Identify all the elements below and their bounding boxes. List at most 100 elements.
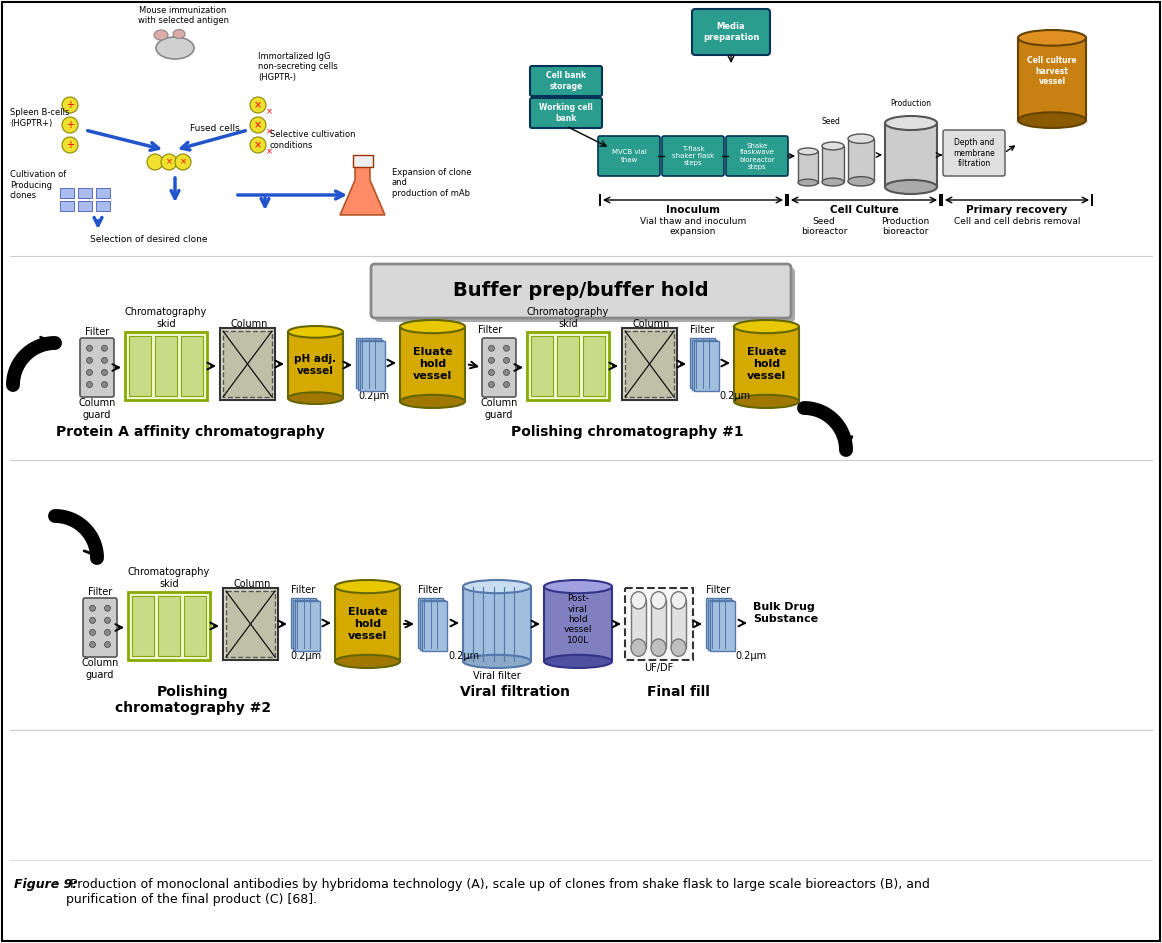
- Circle shape: [105, 641, 110, 648]
- Bar: [400, 326, 465, 402]
- Text: +: +: [66, 120, 74, 130]
- Text: Cell culture
harvest
vessel: Cell culture harvest vessel: [1027, 57, 1077, 86]
- Circle shape: [89, 605, 95, 611]
- Ellipse shape: [1018, 112, 1086, 128]
- Bar: [822, 146, 844, 182]
- Bar: [531, 336, 553, 396]
- Circle shape: [105, 618, 110, 623]
- Ellipse shape: [734, 320, 799, 333]
- Text: +: +: [66, 140, 74, 150]
- Text: Production of monoclonal antibodies by hybridoma technology (A), scale up of clo: Production of monoclonal antibodies by h…: [66, 878, 930, 906]
- Text: Working cell
bank: Working cell bank: [539, 104, 593, 123]
- Bar: [625, 588, 693, 660]
- Text: MVCB vial
thaw: MVCB vial thaw: [611, 150, 646, 162]
- Ellipse shape: [462, 580, 531, 593]
- Text: Vial thaw and inoculum
expansion: Vial thaw and inoculum expansion: [640, 217, 746, 237]
- Text: Post-
viral
hold
vessel
100L: Post- viral hold vessel 100L: [564, 594, 593, 645]
- Circle shape: [86, 382, 93, 388]
- Text: Protein A affinity chromatography: Protein A affinity chromatography: [56, 425, 324, 439]
- Bar: [710, 601, 736, 651]
- Text: 0.2μm: 0.2μm: [736, 651, 766, 661]
- Text: Column
guard: Column guard: [81, 658, 119, 680]
- Text: Filter: Filter: [292, 585, 316, 595]
- Bar: [885, 123, 937, 187]
- Text: Viral filtration: Viral filtration: [460, 685, 571, 699]
- Bar: [693, 339, 717, 389]
- Text: 0.2μm: 0.2μm: [449, 651, 479, 661]
- Circle shape: [89, 629, 95, 636]
- Text: Column: Column: [632, 319, 669, 329]
- Text: Production
bioreactor: Production bioreactor: [881, 217, 930, 237]
- Circle shape: [105, 629, 110, 636]
- Circle shape: [503, 370, 509, 375]
- Bar: [125, 332, 207, 400]
- Text: 0.2μm: 0.2μm: [358, 391, 389, 401]
- Text: Cell and cell debris removal: Cell and cell debris removal: [954, 217, 1081, 226]
- Bar: [132, 596, 155, 656]
- Circle shape: [250, 97, 266, 113]
- Bar: [225, 591, 275, 657]
- Bar: [220, 328, 275, 400]
- Text: 0.2μm: 0.2μm: [290, 651, 321, 661]
- Circle shape: [89, 618, 95, 623]
- Bar: [583, 336, 605, 396]
- Bar: [462, 587, 531, 661]
- Bar: [419, 600, 445, 650]
- Text: ×: ×: [265, 108, 273, 117]
- Bar: [798, 152, 818, 183]
- Circle shape: [89, 641, 95, 648]
- Text: Bulk Drug
Substance: Bulk Drug Substance: [753, 603, 818, 624]
- Text: Polishing chromatography #1: Polishing chromatography #1: [510, 425, 744, 439]
- Text: Mouse immunization
with selected antigen: Mouse immunization with selected antigen: [137, 6, 229, 25]
- Text: Inoculum: Inoculum: [666, 205, 720, 215]
- Text: Filter: Filter: [85, 327, 109, 337]
- Text: Filter: Filter: [690, 325, 715, 335]
- Text: Eluate
hold
vessel: Eluate hold vessel: [413, 347, 452, 381]
- Ellipse shape: [734, 395, 799, 408]
- Text: Filter: Filter: [706, 585, 731, 595]
- Bar: [631, 601, 646, 648]
- Text: ×: ×: [265, 147, 273, 157]
- Text: Selective cultivation
conditions: Selective cultivation conditions: [270, 130, 356, 150]
- Bar: [651, 601, 666, 648]
- FancyBboxPatch shape: [80, 338, 114, 397]
- Bar: [78, 201, 92, 211]
- Text: Media
preparation: Media preparation: [703, 23, 759, 41]
- FancyBboxPatch shape: [598, 136, 660, 176]
- Ellipse shape: [544, 654, 612, 668]
- Text: ×: ×: [254, 120, 263, 130]
- Bar: [694, 341, 719, 391]
- Text: Column: Column: [230, 319, 267, 329]
- Bar: [353, 155, 373, 167]
- Ellipse shape: [462, 654, 531, 668]
- Circle shape: [62, 137, 78, 153]
- Ellipse shape: [288, 326, 343, 338]
- Ellipse shape: [798, 179, 818, 186]
- Bar: [96, 188, 110, 198]
- Bar: [1018, 38, 1086, 120]
- Ellipse shape: [544, 580, 612, 593]
- FancyBboxPatch shape: [530, 98, 602, 128]
- Bar: [625, 331, 674, 397]
- Bar: [181, 336, 203, 396]
- Text: Production: Production: [890, 99, 932, 108]
- FancyBboxPatch shape: [693, 9, 770, 55]
- Text: Final fill: Final fill: [646, 685, 710, 699]
- Ellipse shape: [631, 591, 646, 609]
- Text: Cell Culture: Cell Culture: [830, 205, 898, 215]
- Bar: [528, 332, 609, 400]
- Text: +: +: [66, 100, 74, 110]
- FancyBboxPatch shape: [726, 136, 788, 176]
- Bar: [60, 201, 74, 211]
- FancyBboxPatch shape: [83, 598, 117, 657]
- Bar: [848, 139, 874, 181]
- Circle shape: [62, 97, 78, 113]
- Text: Column: Column: [234, 579, 271, 589]
- FancyBboxPatch shape: [944, 130, 1005, 176]
- Bar: [96, 201, 110, 211]
- Text: Filter: Filter: [88, 587, 112, 597]
- Text: Filter: Filter: [478, 325, 502, 335]
- Text: ×: ×: [254, 140, 263, 150]
- Ellipse shape: [400, 320, 465, 333]
- Ellipse shape: [822, 178, 844, 186]
